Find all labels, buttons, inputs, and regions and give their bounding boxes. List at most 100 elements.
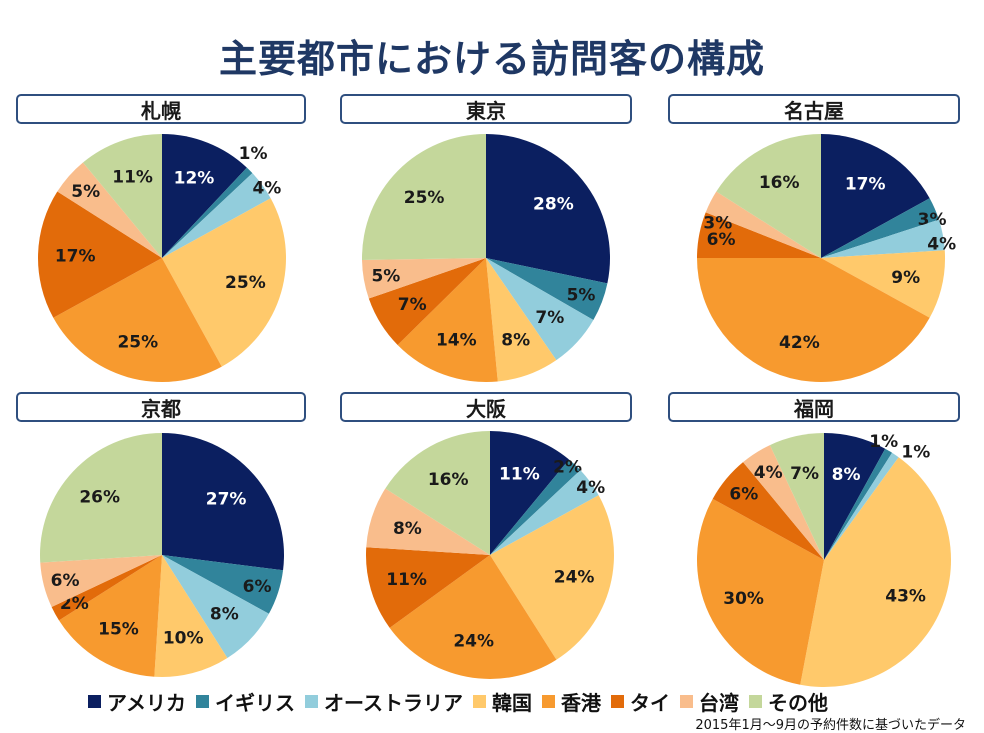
pie-slice [162,173,271,258]
pie-slice [490,470,599,555]
legend-label: アメリカ [107,690,186,715]
pie-slice [821,134,930,258]
pie-slice [385,431,490,555]
pie-slice [490,495,615,660]
pie-slice [705,191,821,258]
pie-slice [743,445,824,560]
pie-slice [821,219,945,258]
pie-slice [362,134,486,260]
pie-slice [824,448,893,560]
data-label: 30% [723,589,764,609]
pie-slice [58,555,162,677]
data-label: 16% [428,470,469,490]
data-label: 42% [779,333,820,353]
pie-slice [37,191,163,318]
legend-swatch [473,694,486,708]
pie-slice [368,258,486,345]
pie-slice [821,250,946,318]
data-label: 24% [453,631,494,651]
legend-label: 韓国 [492,690,532,715]
data-label: 6% [729,485,758,505]
pie-osaka: 11% 2%4% 24% 24% 11% 8% 16% [365,431,615,680]
pie-slice [486,258,608,320]
data-label: 1% [239,144,268,164]
pie-slice [362,258,486,299]
pie-slice [769,433,824,560]
pie-slice [366,488,490,555]
data-label: 11% [499,464,540,484]
pie-slice [716,134,821,258]
pie-slice [162,134,247,258]
pie-slice [824,433,886,560]
pie-slice [486,258,594,361]
pie-slice [389,555,557,680]
pie-kyoto: 27%6%8%10%15%2%6%26% [39,432,285,678]
legend-item: 台湾 [680,687,739,716]
pie-slice [486,258,557,382]
legend-swatch [749,694,762,708]
data-label: 5% [567,285,596,305]
pie-nagoya: 17%3%4%9%42%6%3%16% [697,134,956,382]
data-label: 6% [243,577,272,597]
data-label: 11% [386,570,427,590]
data-label: 15% [98,620,139,640]
pie-slice [39,433,162,563]
legend: アメリカ イギリス オーストラリア 韓国 香港 タイ 台湾 その他 [88,686,838,716]
data-label: 5% [371,267,400,287]
pie-slice [162,167,253,258]
pie-slice [490,459,581,555]
pie-slice [697,212,821,258]
legend-item: イギリス [196,687,295,716]
data-label: 26% [79,488,120,508]
data-label: 24% [554,568,595,588]
pie-slice [697,258,930,382]
data-label: 7% [398,295,427,315]
page-title: 主要都市における訪問客の構成 [218,37,765,81]
data-label: 17% [845,174,886,194]
data-label: 10% [163,629,204,649]
data-label: 25% [225,273,266,293]
pie-slice [800,457,952,688]
legend-swatch [542,694,555,708]
data-label: 25% [117,332,158,352]
panel-title-osaka: 大阪 [340,392,632,422]
footnote: 2015年1月～9月の予約件数に基づいたデータ [695,718,966,733]
data-label: 8% [832,465,861,485]
legend-label: 香港 [561,690,601,715]
legend-swatch [88,694,101,708]
data-label: 6% [707,230,736,250]
pie-slice [162,432,285,571]
data-label: 12% [174,168,215,188]
legend-item: その他 [749,687,828,716]
data-label: 14% [436,331,477,351]
legend-label: 台湾 [699,690,739,715]
legend-label: タイ [630,690,670,715]
panel-title-nagoya: 名古屋 [668,94,960,124]
pie-slice [162,198,286,367]
data-label: 1% [869,432,898,452]
legend-label: イギリス [215,690,295,715]
data-label: 28% [533,194,574,214]
legend-item: 韓国 [473,687,532,716]
panel-title-kyoto: 京都 [16,392,306,422]
data-label: 11% [112,167,153,187]
data-label: 4% [576,478,605,498]
pie-slice [490,431,570,555]
data-label: 4% [754,463,783,483]
legend-item: オーストラリア [305,687,463,716]
legend-swatch [196,694,209,708]
legend-swatch [680,694,693,708]
pie-slice [712,462,824,560]
pie-slice [53,258,222,382]
data-label: 1% [901,442,930,462]
panel-title-sapporo: 札幌 [16,94,306,124]
pie-slice [162,555,284,614]
legend-item: 香港 [542,687,601,716]
pie-sapporo: 12% 1% 4% 25% 25% 17% 5% 11% [37,134,286,382]
data-label: 7% [535,308,564,328]
data-label: 8% [210,605,239,625]
data-label: 27% [206,490,247,510]
data-label: 7% [790,464,819,484]
pie-tokyo: 28%5%7%8%14%7%5%25% [362,134,610,383]
